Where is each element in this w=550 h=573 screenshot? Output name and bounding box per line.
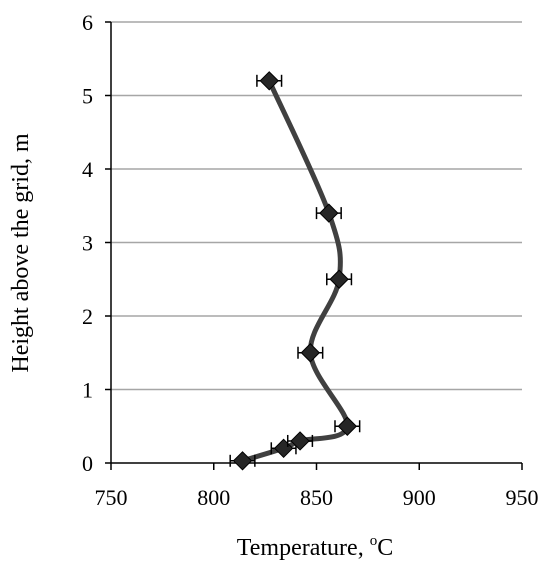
y-tick-label: 0 [82,451,93,476]
grid-layer [111,21,522,391]
data-point [329,269,349,289]
x-tick-label: 850 [300,485,333,510]
x-tick-label: 900 [403,485,436,510]
y-tick-label: 5 [82,84,93,109]
data-point [290,431,310,451]
series-layer [229,71,361,471]
x-axis-title-suffix: C [377,535,393,561]
y-tick-label: 1 [82,378,93,403]
x-axis-title-prefix: Temperature, [237,535,370,561]
data-point [259,71,279,91]
axis-layer [105,21,523,470]
x-tick-label: 750 [95,485,128,510]
data-point [300,343,321,363]
data-point [273,438,294,459]
data-point [319,203,339,223]
x-axis-title: Temperature, oC [237,533,393,561]
y-tick-label: 3 [82,231,93,256]
y-axis-title: Height above the grid, m [8,133,34,373]
y-tick-label: 4 [82,157,93,182]
y-tick-label: 6 [82,10,93,35]
data-point [337,416,358,436]
series-line [240,78,350,464]
x-tick-label: 950 [506,485,539,510]
data-point [232,451,253,471]
x-axis-title-superscript: o [370,533,378,549]
label-layer: Temperature, oC Height above the grid, m… [8,10,539,561]
x-tick-label: 800 [197,485,230,510]
y-tick-label: 2 [82,304,93,329]
